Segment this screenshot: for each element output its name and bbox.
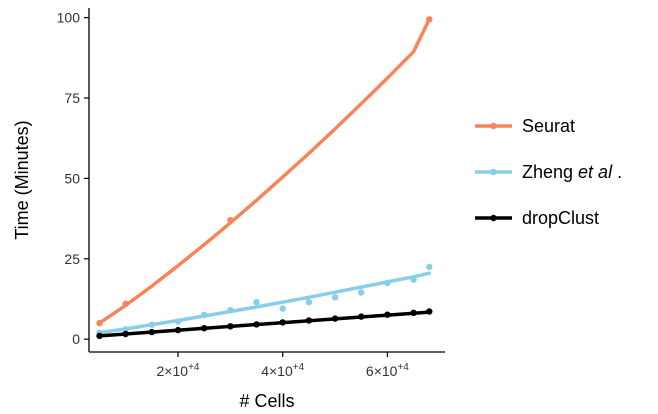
data-point-dropclust (279, 319, 286, 326)
data-point-zheng (279, 305, 286, 312)
data-point-zheng (201, 311, 208, 319)
x-tick-label: 2×10+4 (157, 362, 200, 379)
y-tick-label: 0 (72, 331, 80, 347)
series-line-zheng (97, 271, 432, 335)
data-point-dropclust (384, 311, 391, 318)
legend: Seurat Zheng et al . dropClust (475, 116, 622, 228)
y-tick-label: 25 (64, 251, 80, 267)
data-point-zheng (227, 307, 234, 314)
legend-item-zheng: Zheng et al . (475, 162, 622, 182)
legend-label-seurat: Seurat (522, 116, 575, 136)
data-point-dropclust (331, 315, 339, 322)
series-seurat (96, 16, 433, 327)
x-tick-label: 6×10+4 (366, 362, 409, 379)
legend-item-seurat: Seurat (475, 116, 575, 136)
y-tick-label: 50 (64, 170, 80, 186)
series-zheng (96, 263, 433, 336)
data-point-zheng (148, 321, 155, 328)
data-point-zheng (331, 294, 339, 301)
y-ticks: 0 25 50 75 100 (57, 10, 89, 347)
data-point-zheng (384, 279, 391, 287)
data-point-zheng (426, 263, 433, 270)
x-ticks: 2×10+4 4×10+4 6×10+4 (157, 352, 409, 379)
axes (88, 8, 445, 353)
data-point-zheng (305, 299, 313, 306)
legend-marker-dropclust (490, 214, 497, 222)
legend-marker-zheng (490, 168, 497, 176)
data-point-dropclust (426, 308, 433, 315)
data-point-seurat (426, 16, 433, 23)
x-axis-title: # Cells (239, 391, 294, 411)
data-point-seurat (122, 300, 129, 307)
data-point-dropclust (358, 313, 365, 320)
series-line-seurat (97, 17, 432, 325)
data-point-dropclust (227, 323, 234, 330)
legend-marker-seurat (490, 122, 497, 130)
y-tick-label: 100 (57, 10, 81, 26)
data-point-dropclust (122, 330, 129, 338)
data-point-zheng (358, 289, 365, 296)
legend-label-dropclust: dropClust (522, 208, 599, 228)
series-dropclust (96, 308, 433, 340)
data-point-dropclust (201, 325, 208, 332)
data-point-zheng (253, 299, 260, 306)
data-point-zheng (174, 318, 182, 325)
data-point-seurat (96, 319, 103, 327)
data-point-dropclust (410, 309, 417, 316)
legend-item-dropclust: dropClust (475, 208, 599, 228)
data-point-seurat (227, 217, 234, 224)
y-axis-title: Time (Minutes) (12, 120, 32, 239)
x-tick-label: 4×10+4 (261, 362, 304, 379)
data-point-dropclust (174, 326, 182, 334)
data-point-dropclust (253, 321, 260, 328)
data-point-dropclust (96, 332, 103, 340)
data-point-zheng (122, 326, 129, 333)
legend-label-zheng: Zheng et al . (522, 162, 622, 182)
data-point-zheng (410, 276, 417, 283)
data-point-dropclust (148, 328, 155, 336)
data-point-dropclust (305, 317, 313, 324)
plot-area (96, 16, 433, 340)
y-tick-label: 75 (64, 90, 80, 106)
